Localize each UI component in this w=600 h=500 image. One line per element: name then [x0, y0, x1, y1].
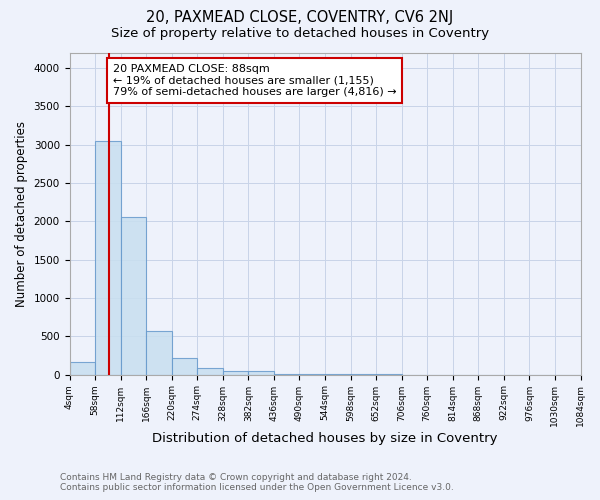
Text: 20 PAXMEAD CLOSE: 88sqm
← 19% of detached houses are smaller (1,155)
79% of semi: 20 PAXMEAD CLOSE: 88sqm ← 19% of detache…	[113, 64, 397, 97]
Text: Size of property relative to detached houses in Coventry: Size of property relative to detached ho…	[111, 28, 489, 40]
Bar	[146, 331, 172, 374]
Y-axis label: Number of detached properties: Number of detached properties	[15, 120, 28, 306]
X-axis label: Distribution of detached houses by size in Coventry: Distribution of detached houses by size …	[152, 432, 498, 445]
Bar	[248, 371, 274, 374]
Text: 20, PAXMEAD CLOSE, COVENTRY, CV6 2NJ: 20, PAXMEAD CLOSE, COVENTRY, CV6 2NJ	[146, 10, 454, 25]
Bar	[121, 216, 146, 374]
Bar	[197, 368, 223, 374]
Text: Contains HM Land Registry data © Crown copyright and database right 2024.
Contai: Contains HM Land Registry data © Crown c…	[60, 473, 454, 492]
Bar	[95, 140, 121, 374]
Bar	[70, 362, 95, 374]
Bar	[172, 358, 197, 374]
Bar	[223, 371, 248, 374]
